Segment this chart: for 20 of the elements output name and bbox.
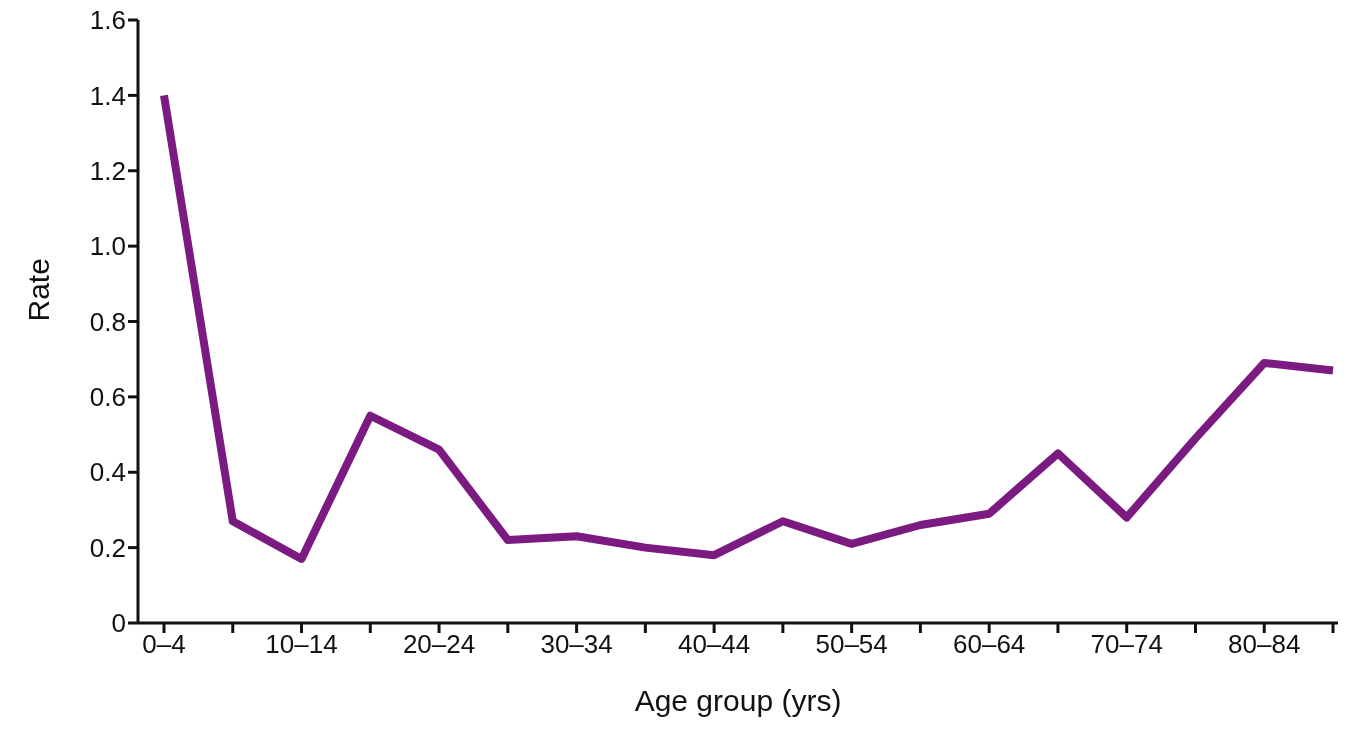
- x-tick-label: 0–4: [142, 629, 186, 660]
- x-axis-title: Age group (yrs): [634, 684, 842, 717]
- y-tick-label: 0.2: [89, 532, 126, 563]
- x-tick-label: 50–54: [815, 629, 888, 660]
- x-tick-label: 60–64: [953, 629, 1026, 660]
- x-tick-label: 10–14: [265, 629, 338, 660]
- y-axis-title: Rate: [21, 258, 55, 322]
- x-tick-label: 80–84: [1228, 629, 1301, 660]
- y-tick-label: 0.4: [89, 457, 126, 488]
- y-tick-label: 1.2: [89, 155, 126, 186]
- y-tick-label: 0.8: [89, 306, 126, 337]
- y-tick-label: 0: [111, 608, 126, 639]
- y-tick-label: 0.6: [89, 382, 126, 413]
- x-tick-label: 40–44: [677, 629, 751, 660]
- y-tick-label: 1.0: [89, 231, 126, 262]
- x-tick-label: 30–34: [540, 629, 613, 660]
- y-tick-label: 1.6: [89, 5, 126, 36]
- x-tick-label: 20–24: [402, 629, 476, 660]
- y-tick-label: 1.4: [89, 80, 126, 111]
- x-tick-label: 70–74: [1090, 629, 1163, 660]
